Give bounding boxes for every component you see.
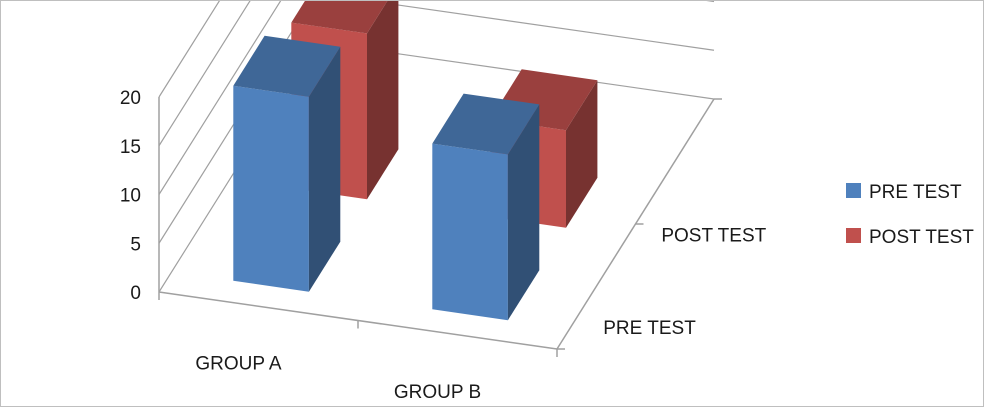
bar-post-test-group-b-side	[566, 80, 598, 228]
bar-pre-test-group-b-side	[507, 104, 540, 321]
gridline-5	[158, 1, 715, 244]
legend-swatch-post-test	[846, 228, 861, 243]
bar-pre-test-group-a-top	[233, 35, 341, 97]
gridline-10	[158, 1, 715, 195]
gridline-15	[158, 1, 251, 147]
legend-swatch-pre-test	[846, 183, 861, 198]
legend-label-post-test: POST TEST	[869, 227, 974, 248]
category-label-group-a: GROUP A	[195, 353, 282, 374]
bar-post-test-group-a-top	[291, 1, 388, 34]
category-label-group-b: GROUP B	[394, 382, 481, 403]
y-tick-label-15: 15	[120, 137, 141, 158]
bar-post-test-group-a-side	[367, 1, 399, 200]
bar-pre-test-group-b-top	[432, 93, 540, 155]
depth-label-post-test: POST TEST	[661, 226, 766, 247]
legend-label-pre-test: PRE TEST	[869, 182, 962, 203]
bar-pre-test-group-a-front	[233, 85, 309, 292]
bar-pre-test-group-a-side	[308, 46, 341, 292]
y-tick-label-0: 0	[130, 283, 141, 304]
depth-label-pre-test: PRE TEST	[603, 318, 696, 339]
y-tick-label-5: 5	[130, 234, 141, 255]
bar-pre-test-group-b-front	[432, 143, 508, 321]
y-tick-label-10: 10	[120, 186, 141, 207]
gridline-20	[158, 1, 220, 98]
y-tick-label-20: 20	[120, 88, 141, 109]
